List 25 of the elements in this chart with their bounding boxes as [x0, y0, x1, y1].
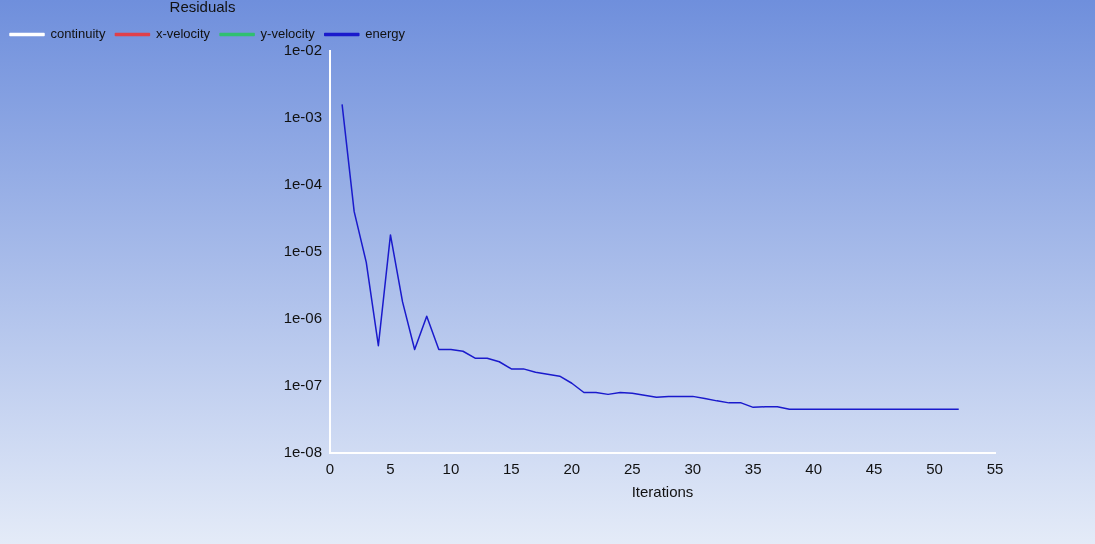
x-tick-label: 5 [386, 460, 395, 478]
x-tick-label: 35 [744, 460, 762, 478]
legend-label: y-velocity [260, 26, 316, 42]
legend-label: continuity [50, 26, 106, 42]
x-tick-label: 50 [926, 460, 943, 478]
legend-label: x-velocity [155, 26, 211, 42]
y-tick-label: 1e-04 [283, 175, 322, 193]
y-tick-label: 1e-06 [283, 309, 322, 327]
x-tick-label: 30 [684, 460, 702, 478]
y-tick-label: 1e-05 [283, 242, 322, 260]
x-axis-title: Iterations [631, 483, 694, 501]
y-tick-label: 1e-07 [283, 376, 322, 394]
x-tick-label: 20 [563, 460, 581, 478]
y-tick-label: 1e-02 [283, 41, 322, 59]
x-tick-label: 40 [805, 460, 822, 478]
x-tick-label: 55 [986, 460, 1004, 478]
x-tick-label: 10 [442, 460, 460, 478]
x-tick-label: 25 [623, 460, 641, 478]
x-tick-label: 0 [325, 460, 335, 478]
legend-label: energy [365, 26, 406, 42]
y-tick-label: 1e-03 [283, 108, 322, 126]
y-tick-label: 1e-08 [283, 443, 322, 461]
x-tick-label: 15 [503, 460, 520, 478]
legend-title: Residuals [169, 0, 236, 15]
x-tick-label: 45 [865, 460, 883, 478]
